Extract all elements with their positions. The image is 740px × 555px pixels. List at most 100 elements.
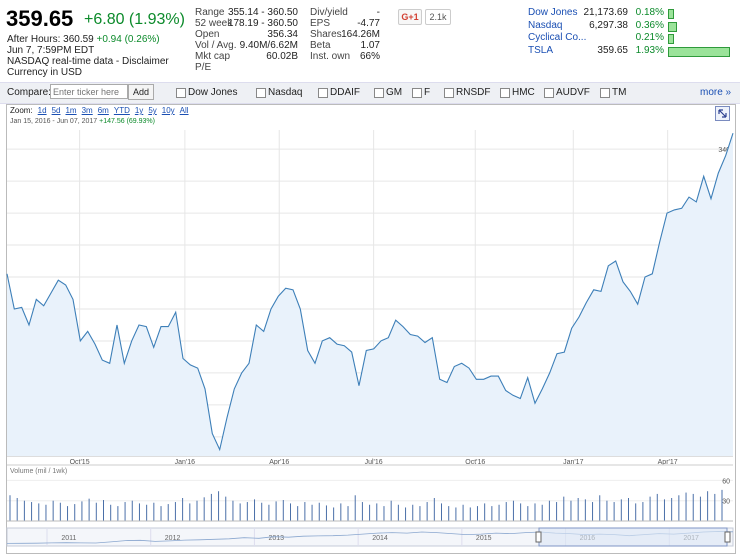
price-area bbox=[7, 133, 733, 456]
index-change: 0.18% bbox=[635, 7, 664, 18]
compare-ticker-label[interactable]: RNSDF bbox=[456, 87, 491, 98]
x-tick-label: Oct'15 bbox=[70, 459, 90, 466]
navigator-year-label: 2011 bbox=[61, 535, 76, 542]
zoom-option-5y[interactable]: 5y bbox=[148, 106, 157, 115]
compare-label: Compare: bbox=[7, 87, 51, 98]
zoom-option-1y[interactable]: 1y bbox=[134, 106, 144, 115]
index-change: 0.36% bbox=[635, 19, 664, 31]
currency-note: Currency in USD bbox=[7, 67, 83, 78]
related-indices: Dow Jones 21,173.69 0.18% Nasdaq 6,297.38 0.3… bbox=[528, 7, 738, 59]
expand-chart-icon[interactable] bbox=[715, 106, 730, 121]
add-ticker-button[interactable]: Add bbox=[128, 84, 154, 100]
stat-value: 164.26M bbox=[341, 29, 380, 40]
volume-label: Volume (mil / 1wk) bbox=[10, 468, 67, 475]
index-link[interactable]: TSLA bbox=[528, 44, 554, 56]
compare-bar bbox=[0, 82, 740, 104]
volume-tick-label: 60 bbox=[722, 478, 730, 485]
compare-checkbox[interactable] bbox=[444, 88, 454, 98]
stat-value: 1.07 bbox=[360, 40, 380, 51]
compare-ticker-label[interactable]: F bbox=[424, 87, 431, 98]
navigator-year-label: 2015 bbox=[476, 535, 492, 542]
compare-ticker-label[interactable]: TM bbox=[612, 87, 627, 98]
x-tick-label: Jan'16 bbox=[175, 459, 196, 466]
zoom-option-1m[interactable]: 1m bbox=[65, 106, 77, 115]
x-tick-label: Oct'16 bbox=[465, 459, 485, 466]
navigator-year-label: 2012 bbox=[165, 535, 181, 542]
index-value: 6,297.38 bbox=[589, 19, 628, 31]
quote-datetime: Jun 7, 7:59PM EDT bbox=[7, 45, 95, 56]
x-tick-label: Apr'16 bbox=[269, 459, 289, 466]
quote-change: +6.80 (1.93%) bbox=[84, 11, 185, 28]
x-tick-label: Jul'16 bbox=[365, 459, 383, 466]
index-bar bbox=[668, 46, 730, 57]
compare-checkbox[interactable] bbox=[256, 88, 266, 98]
compare-checkbox[interactable] bbox=[412, 88, 422, 98]
compare-checkbox[interactable] bbox=[544, 88, 554, 98]
date-range-text: Jan 15, 2016 - Jun 07, 2017 bbox=[10, 118, 98, 125]
compare-ticker-label[interactable]: Dow Jones bbox=[188, 87, 238, 98]
data-source-disclaimer[interactable]: NASDAQ real-time data - Disclaimer bbox=[7, 56, 169, 67]
date-range: Jan 15, 2016 - Jun 07, 2017 +147.56 (69.… bbox=[10, 118, 155, 125]
chart-panel bbox=[6, 104, 736, 554]
y-tick-label: 340 bbox=[718, 147, 730, 154]
stat-label: 52 week bbox=[195, 18, 233, 29]
quote-price: 359.65 bbox=[6, 6, 74, 31]
stat-value: - bbox=[376, 7, 380, 18]
compare-checkbox[interactable] bbox=[318, 88, 328, 98]
stat-value: 178.19 - 360.50 bbox=[227, 18, 298, 29]
compare-checkbox[interactable] bbox=[176, 88, 186, 98]
google-plus-button[interactable]: G+1 bbox=[398, 9, 422, 25]
stat-value: 60.02B bbox=[266, 51, 298, 62]
stat-label: Shares bbox=[310, 29, 342, 40]
index-bar-fill bbox=[669, 47, 729, 56]
stat-label: Inst. own bbox=[310, 51, 351, 62]
stat-label: Beta bbox=[310, 40, 331, 51]
more-link[interactable]: more » bbox=[700, 87, 732, 98]
index-bar bbox=[668, 34, 674, 44]
stats-column-1: Range 355.14 - 360.50 52 week 178.19 - 360.… bbox=[195, 7, 298, 77]
compare-checkbox[interactable] bbox=[500, 88, 510, 98]
compare-ticker-label[interactable]: HMC bbox=[512, 87, 535, 98]
zoom-option-1d[interactable]: 1d bbox=[37, 106, 47, 115]
zoom-option-all[interactable]: All bbox=[179, 106, 189, 115]
navigator-left-handle[interactable] bbox=[535, 531, 542, 543]
navigator-selection[interactable] bbox=[538, 527, 728, 547]
stat-label: Open bbox=[195, 29, 220, 40]
stat-value: 356.34 bbox=[267, 29, 298, 40]
zoom-option-6m[interactable]: 6m bbox=[97, 106, 109, 115]
zoom-option-3m[interactable]: 3m bbox=[81, 106, 93, 115]
zoom-option-10y[interactable]: 10y bbox=[161, 106, 175, 115]
stat-value: 9.40M/6.62M bbox=[239, 40, 298, 51]
index-link[interactable]: Nasdaq bbox=[528, 19, 563, 31]
navigator-right-handle[interactable] bbox=[724, 531, 731, 543]
after-hours: After Hours: 360.59 +0.94 (0.26%) bbox=[7, 34, 160, 45]
stat-label: Range bbox=[195, 7, 225, 18]
index-bar bbox=[668, 9, 674, 19]
index-bar-fill bbox=[669, 35, 673, 43]
compare-ticker-label[interactable]: Nasdaq bbox=[268, 87, 303, 98]
index-bar-fill bbox=[669, 10, 673, 18]
stat-label: EPS bbox=[310, 18, 331, 29]
range-change: +147.56 (69.93%) bbox=[99, 118, 155, 125]
compare-ticker-label[interactable]: GM bbox=[386, 87, 403, 98]
compare-checkbox[interactable] bbox=[600, 88, 610, 98]
stat-label: Mkt cap bbox=[195, 51, 231, 62]
zoom-option-5d[interactable]: 5d bbox=[51, 106, 61, 115]
index-bar bbox=[668, 21, 677, 32]
share-count: 2.1k bbox=[425, 9, 451, 25]
zoom-option-ytd[interactable]: YTD bbox=[113, 106, 130, 115]
index-value: 21,173.69 bbox=[583, 7, 629, 18]
compare-ticker-label[interactable]: DDAIF bbox=[330, 87, 360, 98]
ticker-input[interactable] bbox=[50, 84, 128, 99]
navigator-year-label: 2013 bbox=[268, 535, 284, 542]
after-hours-price: After Hours: 360.59 bbox=[7, 34, 94, 45]
stat-label: Div/yield bbox=[310, 7, 348, 18]
compare-checkbox[interactable] bbox=[374, 88, 384, 98]
compare-ticker-label[interactable]: AUDVF bbox=[556, 87, 590, 98]
index-link[interactable]: Dow Jones bbox=[528, 7, 578, 18]
index-link[interactable]: Cyclical Co... bbox=[528, 32, 587, 43]
zoom-label: Zoom: bbox=[10, 106, 33, 115]
stat-value: 355.14 - 360.50 bbox=[227, 7, 298, 18]
index-bar-fill bbox=[669, 22, 676, 31]
